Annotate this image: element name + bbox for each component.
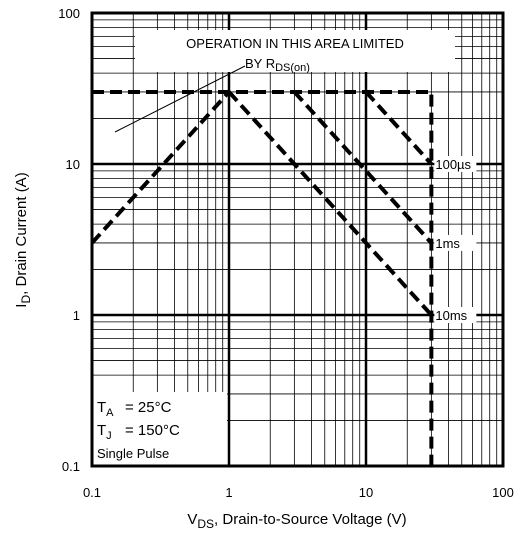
series-line [364, 90, 433, 166]
series-label: 100µs [435, 157, 471, 172]
series-label: 10ms [435, 308, 467, 323]
y-tick-label: 10 [66, 157, 80, 172]
x-tick-label: 10 [359, 485, 373, 500]
condition-1: TA = 25°C [97, 399, 172, 419]
annotation-text: BY R [245, 56, 275, 71]
annotation-line1: OPERATION IN THIS AREA LIMITED [186, 36, 404, 51]
series-label-bg [434, 156, 477, 172]
y-label-main: I [13, 304, 30, 308]
condition-3: Single Pulse [97, 446, 169, 461]
cond-sub: A [106, 407, 114, 419]
series-line [227, 90, 433, 317]
annotation-box [135, 30, 455, 72]
y-label-sub: D [19, 295, 33, 304]
cond-text: T [97, 422, 106, 439]
y-tick-label: 1 [73, 308, 80, 323]
grid [90, 11, 505, 468]
x-tick-label: 1 [225, 485, 232, 500]
series-label: 1ms [435, 236, 460, 251]
x-tick-label: 0.1 [83, 485, 101, 500]
cond-value: = 25°C [125, 399, 172, 416]
conditions-box [93, 392, 227, 465]
condition-2: TJ = 150°C [97, 422, 180, 442]
x-tick-label: 100 [492, 485, 514, 500]
series-line [90, 90, 231, 245]
y-tick-label: 0.1 [62, 459, 80, 474]
series-line [92, 89, 434, 466]
x-label-text: , Drain-to-Source Voltage (V) [214, 511, 407, 528]
plot-frame [90, 11, 505, 468]
series-line [292, 90, 433, 245]
y-axis-label: ID, Drain Current (A) [13, 172, 33, 307]
series-group: 100µs 1ms 10ms [90, 89, 477, 466]
annotation-sub: DS(on) [275, 62, 310, 74]
x-label-sub: DS [197, 517, 214, 531]
annotation-line2: BY RDS(on) [245, 56, 310, 74]
x-label-main: V [187, 511, 197, 528]
cond-sub: J [106, 430, 112, 442]
y-label-text: , Drain Current (A) [13, 172, 30, 295]
cond-value: = 150°C [125, 422, 180, 439]
x-axis-label: VDS, Drain-to-Source Voltage (V) [187, 511, 406, 531]
series-label-bg [434, 234, 477, 251]
y-tick-label: 100 [58, 6, 80, 21]
annotation-pointer [114, 65, 246, 133]
cond-text: T [97, 399, 106, 416]
series-label-bg [434, 307, 477, 323]
